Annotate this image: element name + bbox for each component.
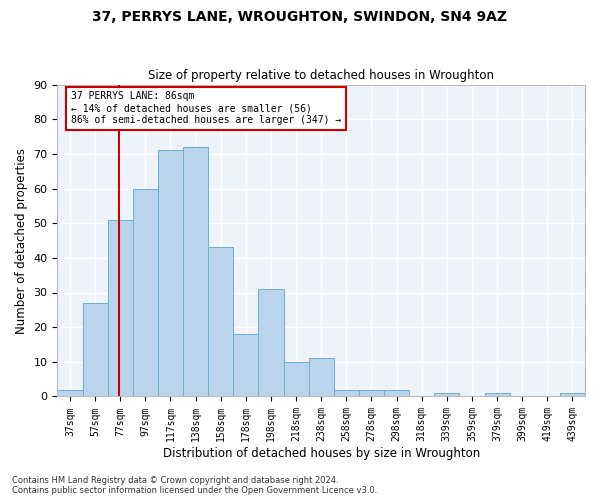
Bar <box>560 393 585 396</box>
Text: Contains HM Land Registry data © Crown copyright and database right 2024.
Contai: Contains HM Land Registry data © Crown c… <box>12 476 377 495</box>
Bar <box>434 393 460 396</box>
Text: 37 PERRYS LANE: 86sqm
← 14% of detached houses are smaller (56)
86% of semi-deta: 37 PERRYS LANE: 86sqm ← 14% of detached … <box>71 92 341 124</box>
Bar <box>384 390 409 396</box>
Text: 37, PERRYS LANE, WROUGHTON, SWINDON, SN4 9AZ: 37, PERRYS LANE, WROUGHTON, SWINDON, SN4… <box>92 10 508 24</box>
Bar <box>58 390 83 396</box>
Bar <box>133 188 158 396</box>
Title: Size of property relative to detached houses in Wroughton: Size of property relative to detached ho… <box>148 69 494 82</box>
Bar <box>308 358 334 397</box>
Bar <box>359 390 384 396</box>
Bar <box>233 334 259 396</box>
Y-axis label: Number of detached properties: Number of detached properties <box>15 148 28 334</box>
X-axis label: Distribution of detached houses by size in Wroughton: Distribution of detached houses by size … <box>163 447 480 460</box>
Bar <box>158 150 183 396</box>
Bar <box>83 303 107 396</box>
Bar <box>107 220 133 396</box>
Bar <box>259 289 284 397</box>
Bar <box>485 393 509 396</box>
Bar <box>334 390 359 396</box>
Bar <box>284 362 308 396</box>
Bar <box>208 248 233 396</box>
Bar <box>183 147 208 396</box>
